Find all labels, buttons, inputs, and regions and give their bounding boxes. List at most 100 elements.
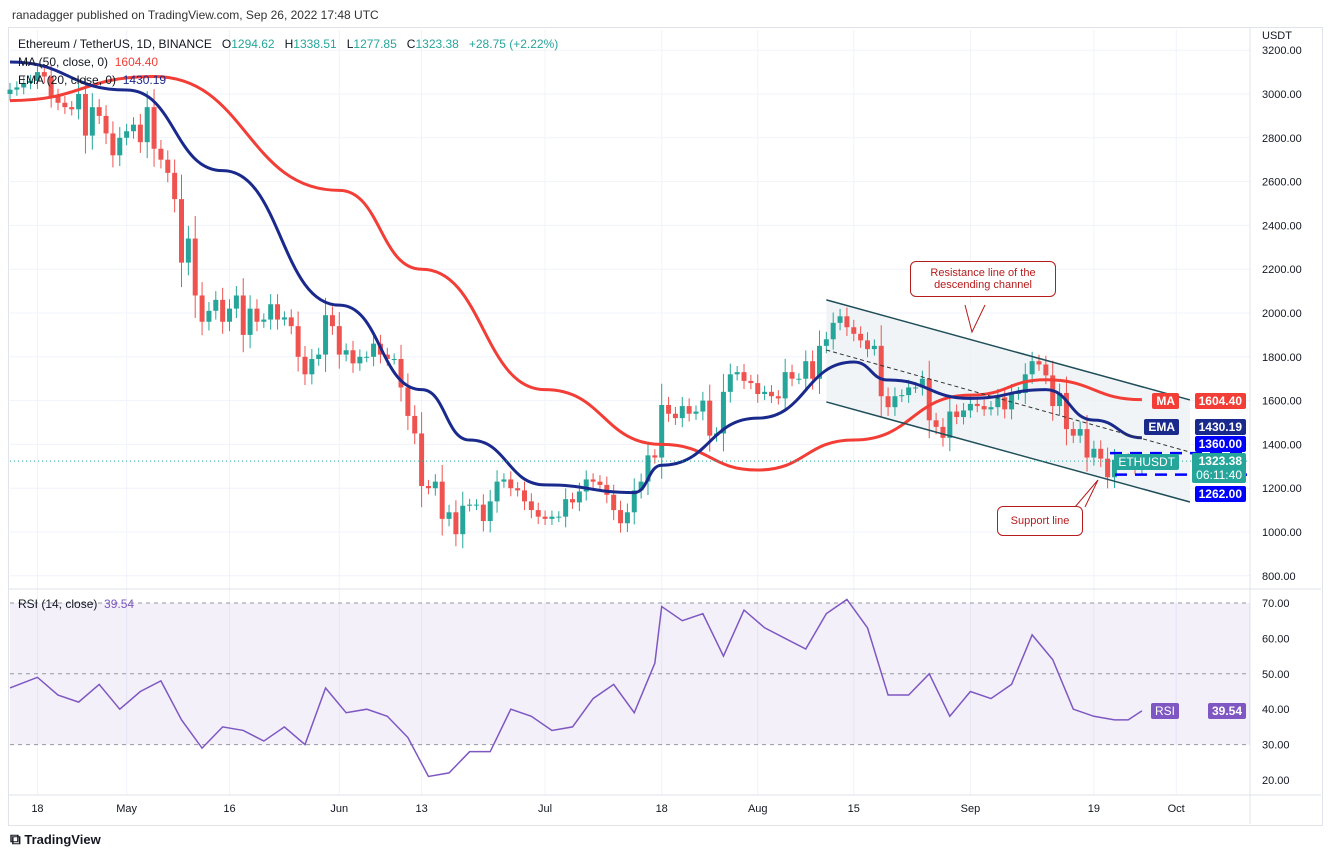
candle-body — [329, 315, 335, 327]
resistance-level-tag: 1360.00 — [1194, 436, 1246, 452]
price-tick-label: 2200.00 — [1262, 264, 1302, 276]
candle-body — [110, 133, 116, 156]
candle-body — [803, 361, 809, 379]
candle-body — [878, 345, 884, 397]
candle-body — [954, 411, 960, 418]
last-price: 1323.38 — [1198, 454, 1242, 468]
candle-body — [700, 400, 706, 412]
candle-body — [199, 295, 205, 322]
resistance-annotation: Resistance line of the descending channe… — [910, 261, 1056, 297]
candle-body — [48, 76, 54, 97]
candle-body — [542, 516, 548, 519]
x-tick-label: Sep — [961, 803, 981, 815]
candle-body — [281, 317, 287, 320]
price-tick-label: 1200.00 — [1262, 483, 1302, 495]
candle-body — [501, 479, 507, 482]
candle-body — [130, 124, 136, 132]
candle-body — [405, 387, 411, 416]
x-tick-label: 13 — [415, 803, 427, 815]
candle-body — [1063, 392, 1069, 430]
brand-name: TradingView — [24, 832, 101, 847]
candle-body — [494, 481, 500, 502]
candle-body — [666, 404, 672, 414]
candle-body — [357, 356, 363, 364]
high-label: H — [284, 37, 294, 51]
open-label: O — [221, 37, 232, 51]
candle-body — [268, 304, 274, 320]
candle-body — [254, 308, 260, 322]
candle-body — [1029, 361, 1035, 375]
close-value: 1323.38 — [415, 37, 459, 51]
high-value: 1338.51 — [293, 37, 337, 51]
ema-legend[interactable]: EMA (20, close, 0) 1430.19 — [18, 71, 558, 89]
candle-body — [638, 481, 644, 491]
price-tick-label: 1400.00 — [1262, 439, 1302, 451]
candle-body — [275, 304, 281, 320]
candle-body — [1077, 429, 1083, 436]
candle-body — [885, 396, 891, 408]
candle-body — [933, 420, 939, 427]
candle-body — [82, 94, 88, 136]
candle-body — [830, 322, 836, 340]
candle-body — [247, 308, 253, 335]
candle-body — [412, 415, 418, 434]
candle-body — [371, 343, 377, 357]
ema-value: 1430.19 — [122, 73, 167, 87]
candle-body — [522, 490, 527, 502]
candle-body — [597, 481, 603, 485]
candle-body — [473, 504, 479, 506]
low-label: L — [346, 37, 354, 51]
chart-legend: Ethereum / TetherUS, 1D, BINANCE O1294.6… — [18, 35, 558, 89]
logo-icon: ⧉ — [10, 831, 21, 848]
candle-body — [14, 87, 20, 90]
candle-body — [961, 410, 967, 418]
candle-body — [576, 491, 582, 503]
candle-body — [789, 372, 795, 379]
candle-body — [419, 433, 425, 487]
ema20-line — [9, 60, 1142, 495]
candle-body — [446, 512, 452, 519]
candle-body — [913, 387, 919, 389]
candle-body — [34, 72, 40, 81]
candle-body — [1022, 374, 1028, 393]
candle-body — [762, 391, 768, 395]
candle-body — [570, 499, 576, 503]
rsi-legend[interactable]: RSI (14, close) 39.54 — [18, 597, 134, 611]
publisher-line: ranadagger published on TradingView.com,… — [12, 8, 379, 22]
candle-body — [810, 361, 816, 379]
candle-body — [734, 372, 740, 375]
x-tick-label: May — [116, 803, 137, 815]
candle-body — [693, 411, 699, 414]
candle-body — [672, 413, 678, 419]
candle-body — [302, 356, 308, 375]
x-tick-label: 18 — [656, 803, 668, 815]
candle-body — [1002, 397, 1008, 410]
candle-body — [124, 131, 130, 138]
candle-body — [515, 488, 521, 491]
ema-price-tag: 1430.19 — [1194, 419, 1246, 435]
candle-body — [871, 345, 877, 350]
tradingview-logo[interactable]: ⧉ TradingView — [10, 831, 101, 848]
candle-body — [62, 102, 68, 108]
candle-body — [583, 479, 589, 492]
candle-body — [995, 397, 1001, 408]
candle-body — [295, 326, 301, 357]
candle-body — [940, 426, 946, 438]
candle-body — [144, 107, 150, 143]
rsi-value-tag: 39.54 — [1207, 703, 1246, 719]
candle-body — [686, 406, 692, 414]
candle-body — [467, 504, 473, 506]
last-price-tag: 1323.38 06:11:40 — [1192, 453, 1246, 483]
close-label: C — [406, 37, 416, 51]
candle-body — [988, 407, 994, 410]
bar-countdown: 06:11:40 — [1196, 468, 1242, 482]
rsi-tag: RSI — [1150, 703, 1179, 719]
ma-legend[interactable]: MA (50, close, 0) 1604.40 — [18, 53, 558, 71]
candle-body — [165, 159, 171, 173]
candle-body — [89, 107, 95, 136]
candle-body — [425, 486, 431, 489]
low-value: 1277.85 — [353, 37, 397, 51]
candle-body — [460, 505, 466, 535]
candle-body — [748, 380, 754, 384]
